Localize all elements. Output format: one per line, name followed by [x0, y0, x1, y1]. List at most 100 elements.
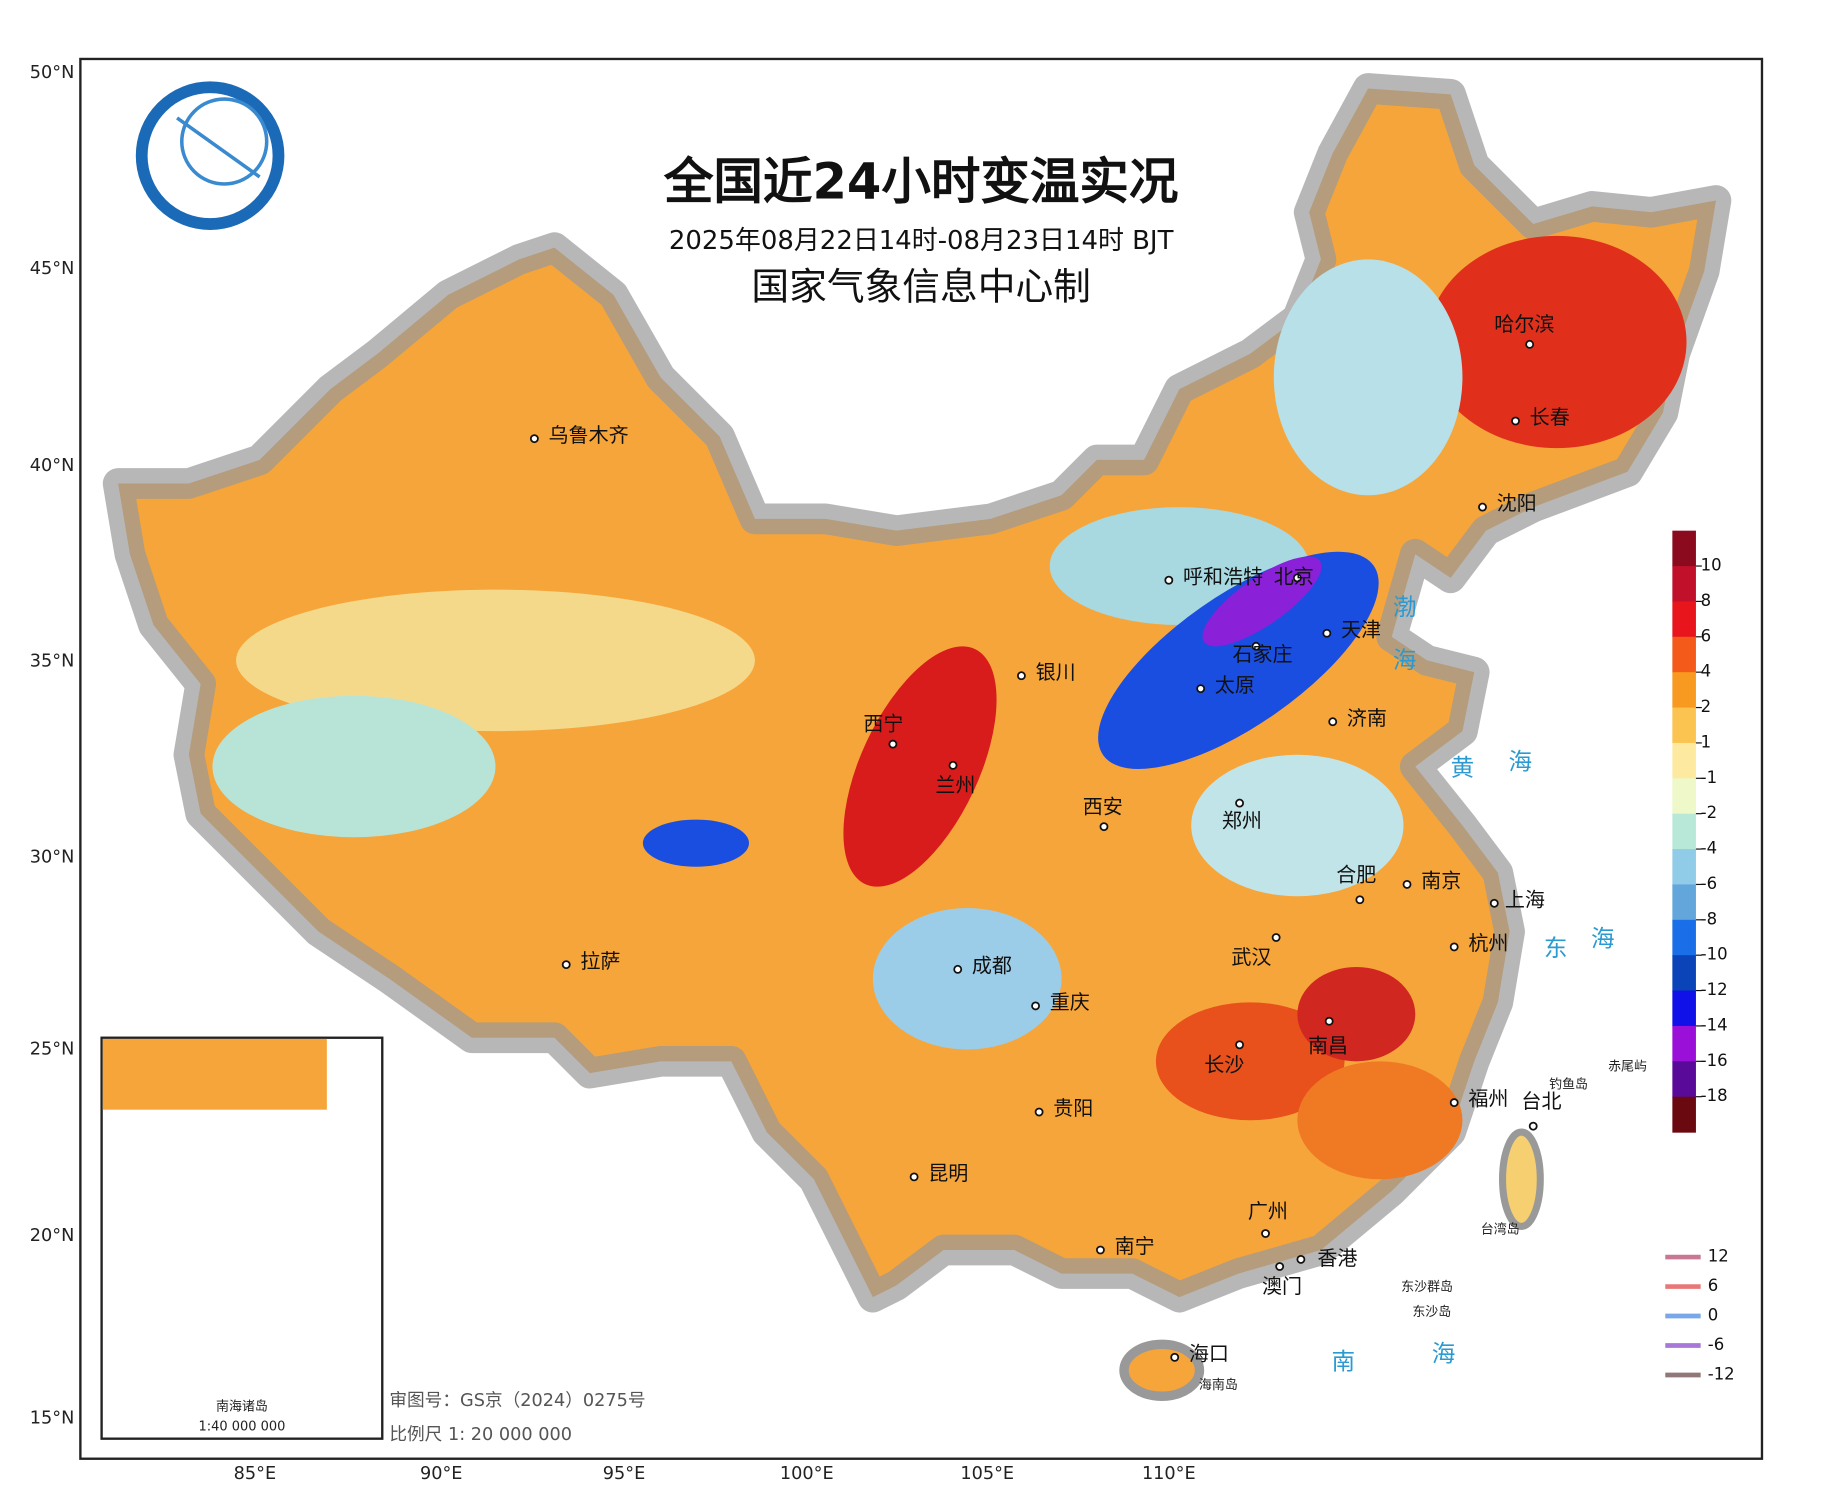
colorbar-label: 10	[1701, 556, 1722, 575]
colorbar-segment	[1672, 1061, 1696, 1098]
colorbar-segment	[1672, 990, 1696, 1027]
lon-label: 95°E	[603, 1464, 646, 1484]
city-marker	[1235, 1040, 1244, 1050]
colorbar-label: -12	[1701, 980, 1728, 999]
sea-label: 黄	[1451, 753, 1477, 781]
colorbar-segment	[1672, 919, 1696, 956]
colorbar-segment	[1672, 1025, 1696, 1062]
sea-label: 海	[1508, 747, 1534, 775]
city-label: 郑州	[1222, 808, 1262, 832]
island-label: 赤尾屿	[1608, 1060, 1647, 1075]
city-marker	[1449, 942, 1459, 952]
colorbar-label: 1	[1701, 732, 1712, 751]
colorbar-label: -2	[1701, 803, 1717, 822]
lat-label: 40°N	[30, 456, 75, 476]
city-marker	[1525, 339, 1535, 349]
colorbar-label: -18	[1701, 1086, 1728, 1105]
city-marker	[529, 434, 539, 444]
city-label: 合肥	[1336, 863, 1376, 887]
lat-label: 25°N	[30, 1040, 75, 1060]
lat-label: 35°N	[30, 652, 75, 672]
colorbar-segment	[1672, 1096, 1696, 1133]
colorbar-segment	[1672, 955, 1696, 992]
map-scale: 比例尺 1: 20 000 000	[389, 1424, 572, 1445]
hainan	[1119, 1339, 1205, 1401]
city-marker	[1196, 684, 1206, 694]
lat-label: 30°N	[30, 847, 75, 867]
city-marker	[1324, 1016, 1334, 1026]
colorbar-label: -8	[1701, 909, 1717, 928]
lon-label: 110°E	[1142, 1464, 1196, 1484]
sea-label: 渤	[1393, 593, 1419, 621]
sea-label: 海	[1591, 924, 1617, 952]
city-label: 北京	[1274, 564, 1314, 588]
city-marker	[561, 960, 571, 970]
colorbar-segment	[1672, 672, 1696, 709]
sea-label: 南	[1332, 1348, 1358, 1376]
city-label: 福州	[1468, 1087, 1508, 1111]
colorbar-segment	[1672, 601, 1696, 638]
colorbar-label: -1	[1701, 768, 1717, 787]
lon-label: 85°E	[234, 1464, 277, 1484]
lon-label: 105°E	[960, 1464, 1014, 1484]
city-label: 哈尔滨	[1494, 312, 1554, 336]
contour-legend-label: 12	[1708, 1247, 1729, 1266]
city-label: 武汉	[1231, 945, 1271, 969]
colorbar-label: -16	[1701, 1051, 1728, 1070]
review-number: 审图号：GS京（2024）0275号	[389, 1390, 645, 1411]
city-label: 济南	[1347, 706, 1387, 730]
city-label: 澳门	[1262, 1274, 1302, 1298]
colorbar-label: -6	[1701, 874, 1717, 893]
city-marker	[1292, 573, 1302, 583]
city-label: 拉萨	[580, 949, 620, 973]
colorbar-segment	[1672, 566, 1696, 603]
colorbar-segment	[1672, 707, 1696, 744]
city-marker	[888, 739, 898, 749]
city-marker	[1328, 717, 1338, 727]
lon-label: 90°E	[420, 1464, 463, 1484]
temperature-fields	[212, 235, 1687, 1180]
island-label: 东沙岛	[1412, 1304, 1451, 1320]
colorbar-segment	[1672, 530, 1696, 567]
city-label: 呼和浩特	[1183, 564, 1263, 588]
city-label: 重庆	[1050, 990, 1090, 1014]
city-label: 兰州	[935, 773, 975, 797]
city-marker	[948, 760, 958, 770]
city-label: 石家庄	[1233, 642, 1293, 666]
city-marker	[1271, 933, 1281, 942]
city-marker	[1251, 641, 1261, 651]
city-marker	[1355, 895, 1365, 905]
colorbar-label: -14	[1701, 1015, 1728, 1034]
city-marker	[953, 964, 963, 974]
producer: 国家气象信息中心制	[751, 264, 1090, 308]
lat-label: 45°N	[30, 259, 75, 279]
city-label: 天津	[1341, 617, 1381, 641]
colorbar-label: 6	[1701, 626, 1712, 645]
contour-legend-label: 6	[1708, 1276, 1719, 1295]
city-label: 南京	[1421, 869, 1461, 893]
colorbar-label: -4	[1701, 839, 1717, 858]
city-marker	[1235, 798, 1244, 808]
city-label: 西安	[1083, 794, 1123, 818]
contour-legend-label: -6	[1708, 1335, 1724, 1354]
city-label: 南昌	[1308, 1034, 1348, 1058]
island-label: 台湾岛	[1481, 1221, 1520, 1237]
city-label: 上海	[1505, 887, 1545, 911]
island-label: 东沙群岛	[1401, 1279, 1453, 1295]
city-marker	[1096, 1245, 1105, 1255]
city-label: 太原	[1215, 673, 1255, 697]
colorbar-label: 4	[1701, 662, 1712, 681]
colorbar-segment	[1672, 778, 1696, 815]
city-label: 昆明	[928, 1161, 968, 1185]
city-label: 长春	[1530, 405, 1570, 429]
lat-label: 20°N	[30, 1226, 75, 1246]
city-marker	[1528, 1121, 1538, 1131]
city-label: 西宁	[863, 712, 903, 736]
city-marker	[909, 1172, 919, 1182]
city-marker	[1449, 1098, 1459, 1108]
city-label: 广州	[1248, 1199, 1288, 1223]
colorbar-label: 2	[1701, 697, 1712, 716]
colorbar-label: 8	[1701, 591, 1712, 610]
island-label: 海南岛	[1199, 1377, 1238, 1393]
